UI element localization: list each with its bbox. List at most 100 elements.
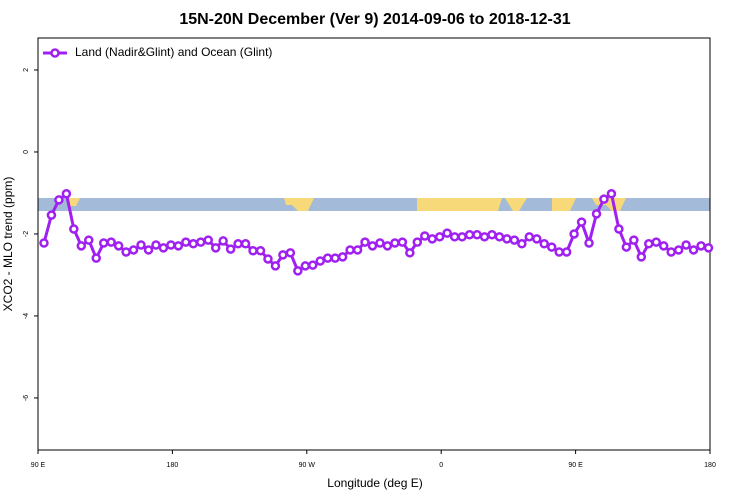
data-point	[210, 243, 221, 253]
data-point	[337, 252, 348, 262]
x-tick-label: 90 W	[299, 462, 316, 469]
data-point	[46, 210, 57, 220]
data-point	[681, 240, 691, 250]
data-point	[479, 232, 490, 242]
data-point	[285, 248, 296, 258]
data-point	[599, 194, 609, 204]
data-point	[203, 235, 213, 245]
data-point	[405, 248, 415, 258]
y-axis-label: XCO2 - MLO trend (ppm)	[1, 177, 15, 312]
data-point	[397, 237, 408, 247]
data-point	[561, 247, 572, 257]
x-tick-label: 90 E	[568, 462, 583, 469]
data-point	[636, 252, 647, 262]
data-point	[644, 239, 654, 249]
data-point	[367, 241, 378, 251]
data-point	[121, 247, 131, 257]
data-point	[76, 241, 87, 251]
data-point	[532, 234, 542, 244]
data-point	[554, 247, 564, 257]
x-tick-label: 0	[439, 462, 443, 469]
data-point	[509, 235, 520, 245]
data-point	[591, 209, 602, 219]
data-point	[703, 243, 714, 253]
data-point	[54, 195, 64, 205]
data-point	[293, 266, 303, 276]
y-tick-label: 2	[23, 68, 30, 72]
data-point	[158, 243, 169, 253]
data-point	[345, 245, 355, 255]
data-point	[673, 245, 684, 255]
data-point	[457, 232, 467, 242]
data-point	[434, 232, 445, 242]
data-point	[464, 230, 475, 240]
data-point	[472, 230, 482, 240]
data-point	[84, 235, 94, 245]
data-point	[69, 224, 79, 234]
data-point	[225, 244, 236, 254]
data-point	[196, 237, 206, 247]
chart-title: 15N-20N December (Ver 9) 2014-09-06 to 2…	[179, 11, 570, 28]
x-tick-label: 180	[704, 462, 716, 469]
y-tick-label: -4	[23, 313, 30, 319]
y-tick-label: -6	[23, 395, 30, 401]
data-point	[173, 241, 184, 251]
data-point	[487, 230, 497, 240]
data-point	[427, 234, 437, 244]
data-point	[696, 241, 706, 251]
data-point	[420, 231, 430, 241]
data-point	[524, 232, 535, 242]
data-point	[360, 237, 370, 247]
data-point	[188, 239, 199, 249]
data-point	[233, 239, 243, 249]
data-point	[494, 232, 505, 242]
data-point	[382, 241, 393, 251]
data-point	[39, 238, 49, 248]
data-point	[666, 247, 676, 257]
data-point	[315, 256, 325, 266]
data-point	[240, 239, 251, 249]
data-point	[621, 242, 632, 252]
data-point	[614, 224, 624, 234]
data-point	[375, 238, 385, 248]
x-tick-label: 180	[167, 462, 179, 469]
data-point	[569, 229, 579, 239]
map-band	[38, 198, 710, 211]
data-point	[263, 254, 273, 264]
data-point	[166, 240, 176, 250]
data-point	[300, 261, 311, 271]
data-point	[330, 253, 340, 263]
data-point	[412, 237, 423, 247]
data-point	[442, 228, 452, 238]
data-point	[352, 245, 363, 255]
y-tick-label: 0	[23, 150, 30, 154]
x-axis-label: Longitude (deg E)	[327, 476, 422, 490]
data-point	[606, 189, 617, 199]
y-tick-label: -2	[23, 231, 30, 237]
data-point	[546, 242, 557, 252]
data-point	[128, 245, 139, 255]
data-point	[584, 238, 594, 248]
data-point	[151, 240, 161, 250]
data-point	[502, 234, 512, 244]
data-point	[390, 238, 400, 248]
data-point	[517, 239, 527, 249]
data-point	[136, 240, 146, 250]
data-point	[651, 237, 661, 247]
data-point	[308, 260, 318, 270]
data-point	[278, 250, 288, 260]
data-point	[688, 245, 699, 255]
data-point	[106, 237, 116, 247]
x-tick-label: 90 E	[31, 462, 46, 469]
data-point	[658, 241, 669, 251]
data-point	[322, 253, 333, 263]
data-point	[91, 253, 101, 263]
legend-marker	[50, 48, 60, 58]
data-point	[248, 246, 258, 256]
data-point	[539, 239, 549, 249]
data-point	[98, 238, 109, 248]
data-point	[181, 237, 191, 247]
data-point	[576, 217, 587, 227]
data-point	[449, 232, 460, 242]
